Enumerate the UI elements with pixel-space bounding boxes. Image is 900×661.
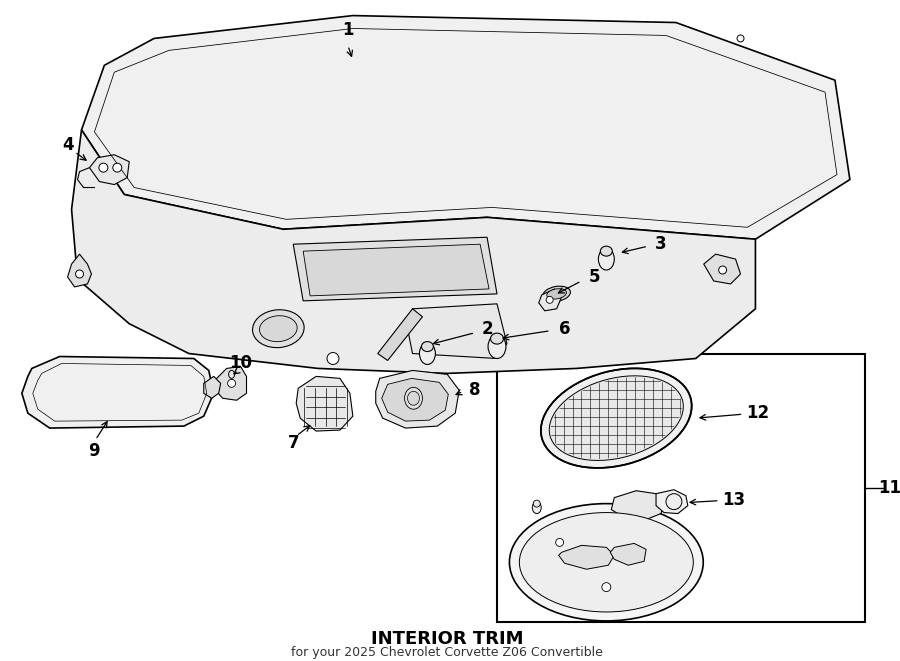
Text: 3: 3 xyxy=(655,235,667,253)
Ellipse shape xyxy=(598,248,615,270)
Polygon shape xyxy=(378,309,422,360)
Polygon shape xyxy=(408,304,507,358)
Polygon shape xyxy=(203,376,220,399)
Ellipse shape xyxy=(259,316,297,342)
Text: 5: 5 xyxy=(589,268,600,286)
Ellipse shape xyxy=(534,500,540,507)
Ellipse shape xyxy=(488,334,506,358)
Ellipse shape xyxy=(719,266,726,274)
Ellipse shape xyxy=(76,270,84,278)
Text: 10: 10 xyxy=(229,354,252,372)
Ellipse shape xyxy=(491,333,503,344)
Ellipse shape xyxy=(228,379,236,387)
Polygon shape xyxy=(82,16,850,239)
Ellipse shape xyxy=(253,310,304,348)
Text: 4: 4 xyxy=(62,136,74,154)
Text: 9: 9 xyxy=(88,442,100,460)
Polygon shape xyxy=(296,376,353,431)
Polygon shape xyxy=(610,543,646,565)
Polygon shape xyxy=(611,490,664,520)
Ellipse shape xyxy=(666,494,682,510)
Text: 6: 6 xyxy=(559,320,571,338)
Polygon shape xyxy=(375,370,459,428)
Ellipse shape xyxy=(229,370,235,378)
Polygon shape xyxy=(303,244,489,296)
Ellipse shape xyxy=(543,286,571,301)
Text: INTERIOR TRIM: INTERIOR TRIM xyxy=(371,630,524,648)
Ellipse shape xyxy=(405,387,422,409)
Polygon shape xyxy=(22,356,213,428)
Polygon shape xyxy=(539,289,562,311)
Ellipse shape xyxy=(532,502,541,514)
Ellipse shape xyxy=(99,163,108,172)
Ellipse shape xyxy=(112,163,122,172)
Text: 7: 7 xyxy=(287,434,299,452)
Ellipse shape xyxy=(555,539,563,547)
Text: for your 2025 Chevrolet Corvette Z06 Convertible: for your 2025 Chevrolet Corvette Z06 Con… xyxy=(292,646,603,659)
Ellipse shape xyxy=(421,342,434,352)
Text: 12: 12 xyxy=(746,404,769,422)
Ellipse shape xyxy=(509,504,703,621)
Polygon shape xyxy=(72,130,755,373)
Polygon shape xyxy=(293,237,497,301)
Text: 8: 8 xyxy=(470,381,481,399)
Polygon shape xyxy=(559,545,615,569)
Ellipse shape xyxy=(408,391,419,405)
Ellipse shape xyxy=(600,246,612,256)
Text: 13: 13 xyxy=(722,490,745,509)
Ellipse shape xyxy=(602,582,611,592)
Ellipse shape xyxy=(419,342,436,364)
Ellipse shape xyxy=(519,512,693,612)
Text: 2: 2 xyxy=(482,320,493,338)
Polygon shape xyxy=(704,254,741,284)
Ellipse shape xyxy=(549,376,683,461)
Bar xyxy=(497,354,865,622)
Ellipse shape xyxy=(546,296,554,303)
Text: 11: 11 xyxy=(878,479,900,496)
Ellipse shape xyxy=(541,368,692,468)
Ellipse shape xyxy=(737,35,744,42)
Ellipse shape xyxy=(327,352,339,364)
Polygon shape xyxy=(89,155,130,184)
Polygon shape xyxy=(382,378,448,421)
Polygon shape xyxy=(656,490,688,514)
Polygon shape xyxy=(68,254,92,287)
Ellipse shape xyxy=(547,289,566,299)
Polygon shape xyxy=(213,366,247,401)
Text: 1: 1 xyxy=(342,21,354,40)
